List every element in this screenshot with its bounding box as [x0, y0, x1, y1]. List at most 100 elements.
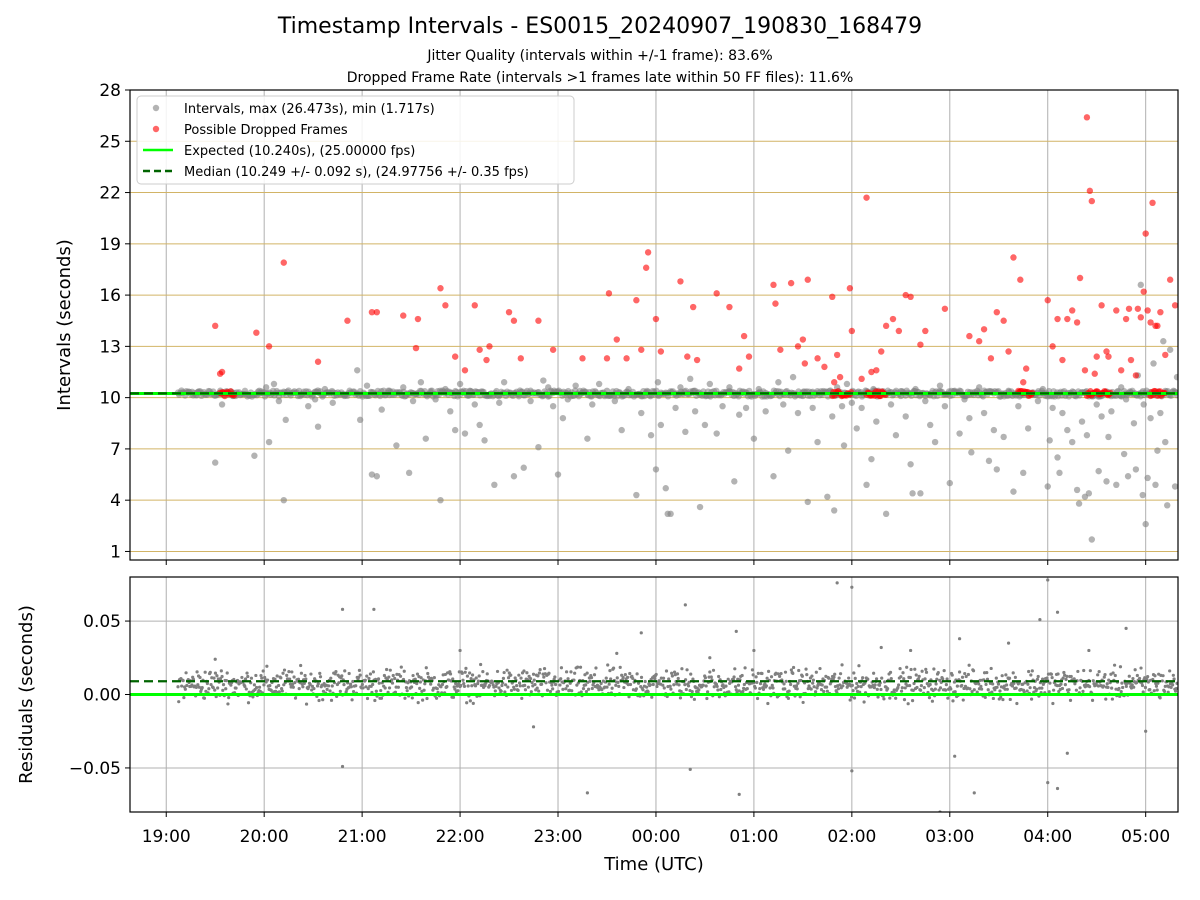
residual-point [779, 671, 783, 676]
residual-point [999, 695, 1003, 699]
residual-point [923, 677, 927, 681]
interval-point [451, 426, 459, 434]
residual-point [876, 695, 880, 699]
residual-point [453, 687, 457, 691]
residual-point [393, 676, 397, 681]
dropped-frame-point [652, 315, 660, 323]
interval-point [809, 404, 816, 412]
interval-point [843, 380, 851, 388]
interval-point [652, 466, 660, 473]
residual-point [998, 689, 1002, 693]
residual-point [351, 689, 356, 694]
residual-point [657, 679, 661, 683]
residual-point [625, 675, 630, 679]
interval-point [713, 430, 720, 437]
residual-point [522, 669, 526, 673]
residual-point [495, 669, 500, 674]
residual-point [212, 676, 216, 680]
residual-point [611, 666, 616, 670]
residual-point [531, 725, 536, 729]
residual-point [721, 683, 725, 687]
interval-point [966, 414, 973, 422]
residual-point [820, 683, 824, 687]
residual-point [296, 677, 301, 681]
interval-point [804, 498, 811, 506]
residual-point [680, 667, 684, 671]
residual-point [1040, 677, 1045, 681]
residual-point [590, 686, 594, 691]
residual-point [932, 667, 936, 671]
residual-point [280, 689, 284, 693]
residual-point [1121, 685, 1125, 690]
residual-point [769, 675, 774, 679]
residual-point [584, 683, 588, 687]
residual-point [690, 689, 694, 694]
residual-point [466, 684, 470, 688]
residual-point [810, 674, 814, 678]
residual-point [818, 666, 822, 671]
residual-point [330, 684, 334, 688]
residual-point [347, 671, 351, 676]
dropped-frame-point [400, 312, 407, 319]
residual-point [950, 673, 954, 677]
residual-point [991, 696, 995, 701]
dropped-frame-point [917, 341, 924, 348]
interval-point [1132, 466, 1140, 473]
residual-point [1035, 687, 1039, 691]
dropped-frame-point [644, 249, 652, 256]
interval-point [218, 401, 226, 408]
legend: Intervals, max (26.473s), min (1.717s) Po… [136, 95, 575, 185]
interval-point [726, 384, 733, 391]
residual-point [382, 673, 387, 678]
residual-point [676, 676, 680, 681]
residual-point [639, 631, 643, 635]
residual-point [246, 701, 251, 705]
residual-point [787, 689, 791, 693]
interval-point [814, 438, 821, 446]
residual-point [654, 672, 658, 677]
residual-point [340, 764, 345, 769]
residual-point [340, 607, 345, 611]
interval-point [251, 452, 258, 459]
residual-point [966, 672, 971, 677]
residual-point [758, 682, 763, 686]
residual-point [578, 665, 583, 669]
residual-point [760, 671, 764, 676]
residual-point [961, 698, 965, 702]
residual-point [875, 687, 879, 691]
residual-point [1155, 688, 1159, 692]
interval-point [471, 401, 478, 408]
residual-point [367, 676, 371, 681]
residual-point [550, 683, 554, 687]
residual-point [509, 688, 514, 693]
y-tick-label: −0.05 [69, 759, 121, 779]
residual-point [177, 700, 181, 704]
interval-point [687, 375, 694, 383]
residual-point [195, 670, 199, 674]
residual-point [902, 697, 907, 702]
residual-point [1146, 680, 1150, 684]
dropped-frame-point [549, 346, 557, 353]
interval-point [853, 425, 860, 432]
residual-point [683, 603, 687, 607]
residual-point [213, 657, 217, 661]
interval-point [1069, 438, 1076, 446]
dropped-frame-point [736, 365, 743, 372]
residual-point [502, 670, 506, 675]
residual-point [917, 674, 921, 678]
interval-point [742, 404, 750, 412]
residual-point [244, 687, 248, 691]
dropped-frame-point [1166, 276, 1174, 283]
residuals-panel: −0.05 0.00 0.05 19:00 20:00 21:00 22:00 23:00 00… [16, 576, 1179, 875]
residual-point [686, 684, 691, 688]
residual-point [750, 668, 755, 672]
y-axis-label: Residuals (seconds) [16, 605, 37, 784]
residual-point [371, 682, 375, 687]
interval-point [868, 455, 875, 463]
residual-point [1133, 668, 1137, 672]
residual-point [908, 683, 912, 688]
x-tick-label: 05:00 [1121, 827, 1170, 847]
residual-point [704, 684, 708, 688]
dropped-frame-point [1171, 302, 1178, 309]
residual-point [953, 690, 957, 694]
